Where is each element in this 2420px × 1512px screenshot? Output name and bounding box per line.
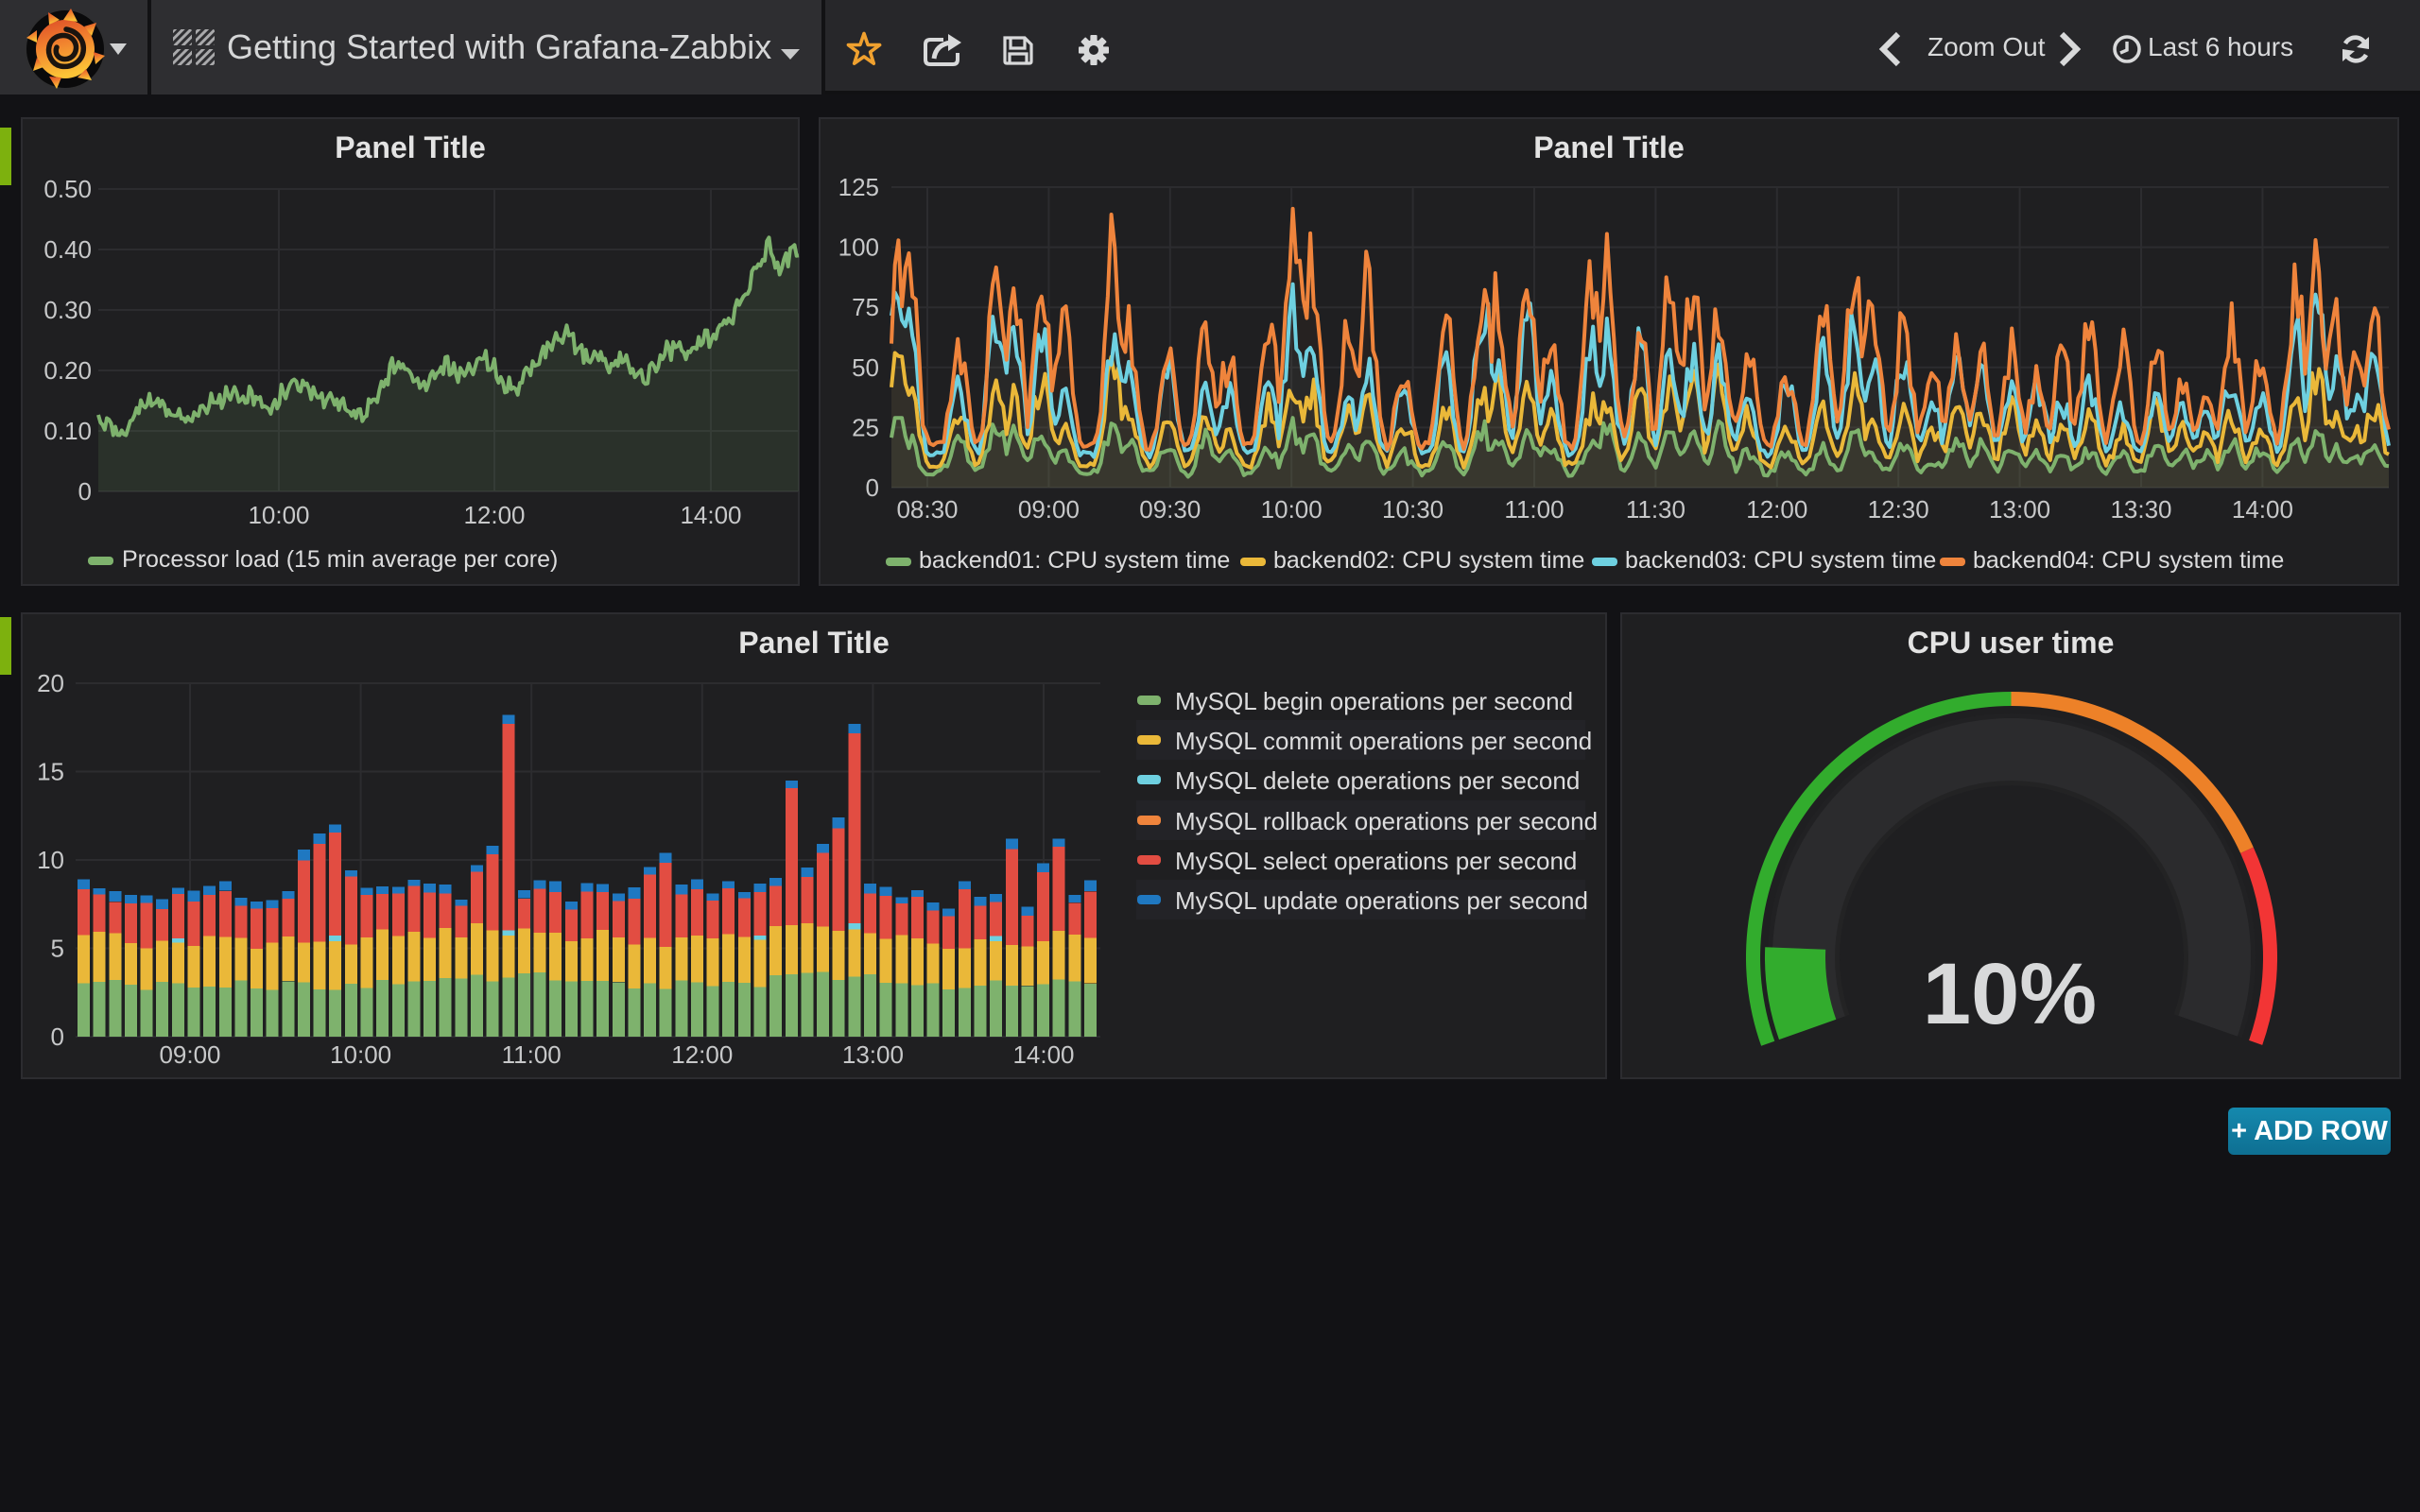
svg-text:09:30: 09:30 (1139, 495, 1201, 524)
svg-text:MySQL select operations per se: MySQL select operations per second (1175, 847, 1577, 875)
svg-text:5: 5 (51, 935, 64, 963)
svg-text:14:00: 14:00 (1012, 1040, 1074, 1069)
svg-text:10:30: 10:30 (1382, 495, 1443, 524)
svg-text:125: 125 (838, 173, 879, 201)
svg-text:11:00: 11:00 (502, 1040, 562, 1069)
svg-text:08:30: 08:30 (896, 495, 958, 524)
svg-text:0.30: 0.30 (43, 296, 92, 324)
svg-text:10:00: 10:00 (248, 501, 309, 529)
svg-text:14:00: 14:00 (680, 501, 741, 529)
svg-text:15: 15 (37, 758, 64, 786)
svg-text:100: 100 (838, 233, 879, 262)
svg-text:11:30: 11:30 (1626, 495, 1685, 524)
svg-text:MySQL delete operations per se: MySQL delete operations per second (1175, 766, 1580, 795)
svg-text:Processor load (15 min average: Processor load (15 min average per core) (122, 546, 558, 573)
svg-text:75: 75 (852, 293, 879, 321)
svg-text:25: 25 (852, 413, 879, 441)
svg-text:10:00: 10:00 (1261, 495, 1322, 524)
svg-text:MySQL update operations per se: MySQL update operations per second (1175, 886, 1588, 915)
svg-text:10%: 10% (1923, 946, 2097, 1042)
svg-text:13:30: 13:30 (2110, 495, 2171, 524)
svg-text:20: 20 (37, 669, 64, 697)
svg-text:13:00: 13:00 (842, 1040, 904, 1069)
svg-text:12:00: 12:00 (463, 501, 525, 529)
svg-text:10: 10 (37, 846, 64, 874)
svg-text:MySQL commit operations per se: MySQL commit operations per second (1175, 727, 1592, 755)
svg-text:12:00: 12:00 (671, 1040, 733, 1069)
svg-text:0: 0 (78, 477, 92, 506)
svg-text:10:00: 10:00 (330, 1040, 391, 1069)
svg-text:backend02: CPU system time: backend02: CPU system time (1273, 547, 1584, 574)
svg-text:09:00: 09:00 (1018, 495, 1080, 524)
svg-text:0.50: 0.50 (43, 175, 92, 203)
svg-text:MySQL rollback operations per: MySQL rollback operations per second (1175, 807, 1598, 835)
svg-text:12:30: 12:30 (1868, 495, 1929, 524)
svg-text:13:00: 13:00 (1989, 495, 2050, 524)
svg-text:backend04: CPU system time: backend04: CPU system time (1973, 547, 2284, 574)
svg-text:0.10: 0.10 (43, 417, 92, 445)
svg-text:0.20: 0.20 (43, 356, 92, 385)
svg-text:0.40: 0.40 (43, 235, 92, 264)
svg-text:backend03: CPU system time: backend03: CPU system time (1625, 547, 1936, 574)
svg-text:14:00: 14:00 (2232, 495, 2293, 524)
svg-text:0: 0 (51, 1022, 64, 1051)
svg-text:09:00: 09:00 (159, 1040, 220, 1069)
svg-text:0: 0 (866, 473, 879, 502)
svg-text:12:00: 12:00 (1746, 495, 1807, 524)
svg-text:11:00: 11:00 (1504, 495, 1564, 524)
svg-text:50: 50 (852, 353, 879, 382)
svg-text:backend01: CPU system time: backend01: CPU system time (919, 547, 1230, 574)
svg-text:MySQL begin operations per sec: MySQL begin operations per second (1175, 687, 1573, 715)
